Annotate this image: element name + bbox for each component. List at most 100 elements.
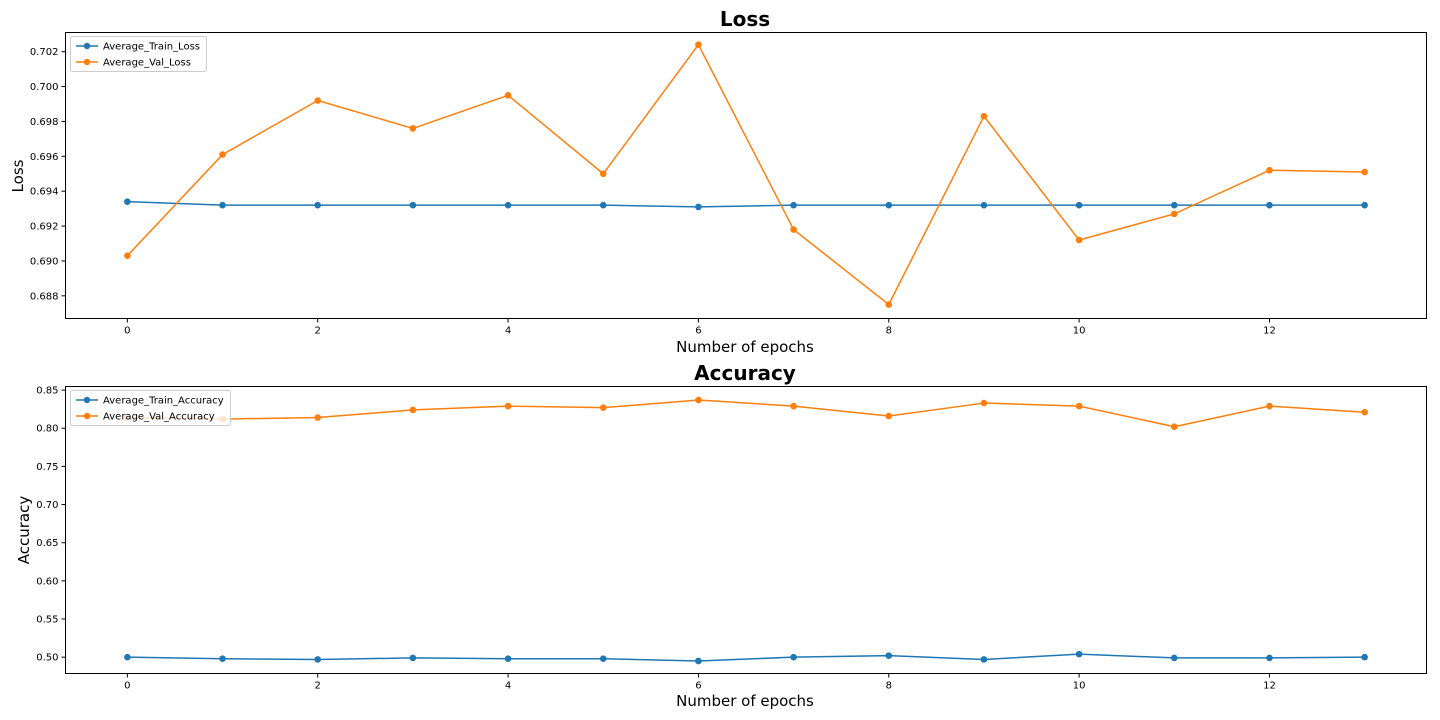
data-point	[1170, 210, 1178, 218]
series-markers	[124, 41, 1368, 308]
data-point	[695, 396, 702, 404]
loss-chart: Loss Number of epochs Loss 0 2 4 6 8 10 12 0.68…	[9, 7, 1427, 356]
y-tick-label: 0.85	[36, 386, 58, 397]
chart-title: Loss	[720, 7, 770, 31]
data-point	[409, 125, 417, 132]
series-lines	[127, 399, 1365, 662]
data-point	[504, 402, 512, 410]
y-tick-label: 0.80	[36, 424, 58, 435]
data-point	[1075, 201, 1083, 209]
series-lines	[126, 43, 1365, 306]
x-axis-label: Number of epochs	[676, 338, 814, 356]
plot-frame	[65, 32, 1427, 319]
y-tick-label: 0.702	[30, 47, 59, 58]
y-tick-label: 0.696	[30, 152, 59, 163]
data-point	[599, 201, 607, 209]
data-point	[790, 201, 797, 209]
y-tick-label: 0.75	[36, 462, 58, 473]
data-point	[124, 198, 131, 205]
legend-entry: Average_Val_Accuracy	[76, 412, 215, 423]
data-point	[1170, 201, 1178, 209]
data-point	[980, 112, 988, 120]
data-point	[885, 301, 893, 308]
data-point	[219, 151, 226, 158]
data-point	[314, 656, 322, 663]
x-tick-label: 8	[886, 681, 892, 692]
data-point	[219, 201, 226, 209]
data-point	[314, 201, 322, 209]
legend-marker	[83, 58, 91, 66]
legend-marker	[83, 396, 91, 404]
data-point	[790, 402, 797, 410]
legend-label: Average_Val_Loss	[103, 58, 191, 69]
x-tick-label: 8	[886, 326, 892, 337]
x-tick-label: 2	[315, 326, 321, 337]
data-point	[124, 653, 131, 661]
legend-label: Average_Train_Accuracy	[103, 396, 224, 407]
series-line	[127, 399, 1365, 428]
legend-label: Average_Val_Accuracy	[103, 412, 215, 423]
data-point	[980, 201, 988, 209]
x-tick-label: 0	[124, 681, 130, 692]
data-point	[599, 404, 607, 411]
legend-marker	[83, 42, 91, 50]
y-tick-label: 0.690	[30, 256, 59, 267]
data-point	[599, 170, 607, 178]
data-point	[885, 412, 893, 420]
legend-entry: Average_Val_Loss	[76, 58, 191, 69]
data-point	[1266, 201, 1273, 209]
y-axis-label: Loss	[9, 159, 27, 192]
data-point	[1266, 166, 1273, 174]
legend-label: Average_Train_Loss	[103, 42, 200, 53]
legend-box	[70, 390, 231, 426]
series-markers	[124, 396, 1368, 665]
data-point	[1075, 650, 1083, 658]
data-point	[790, 653, 797, 661]
data-point	[695, 203, 702, 211]
data-point	[885, 201, 893, 209]
x-axis-label: Number of epochs	[676, 692, 814, 710]
x-tick-label: 6	[695, 326, 701, 337]
data-point	[1075, 402, 1083, 410]
data-point	[219, 655, 226, 662]
data-point	[1170, 423, 1178, 431]
y-axis-label: Accuracy	[15, 496, 33, 565]
data-point	[885, 652, 893, 659]
data-point	[409, 201, 417, 209]
series-line	[127, 653, 1365, 662]
data-point	[980, 399, 988, 407]
data-point	[1361, 653, 1368, 661]
data-point	[1361, 201, 1368, 209]
data-point	[1266, 402, 1273, 410]
x-tick-label: 0	[124, 326, 130, 337]
series-line	[126, 43, 1365, 306]
plot-frame	[65, 386, 1427, 674]
legend-entry: Average_Train_Loss	[76, 42, 200, 53]
data-point	[1361, 408, 1368, 416]
y-tick-label: 0.700	[30, 82, 59, 93]
accuracy-chart: Accuracy Number of epochs Accuracy 0 2 4 6 8…	[15, 361, 1427, 710]
legend-entry: Average_Train_Accuracy	[76, 396, 224, 407]
axis-ticks: 0 2 4 6 8 10 12 0.50 0.55 0.60 0.65 0.70 0.75 0.80 0.8…	[36, 386, 1276, 692]
series-line	[127, 200, 1365, 208]
y-tick-label: 0.694	[30, 187, 59, 198]
data-point	[504, 91, 512, 99]
axis-ticks: 0 2 4 6 8 10 12 0.688 0.690 0.692 0.694 0.696 0.698 0…	[30, 47, 1276, 336]
data-point	[695, 657, 702, 665]
y-tick-label: 0.50	[36, 653, 58, 664]
data-point	[695, 41, 702, 49]
data-point	[980, 656, 988, 663]
data-point	[124, 252, 131, 260]
x-tick-label: 2	[315, 681, 321, 692]
chart-title: Accuracy	[694, 361, 796, 385]
legend-box	[70, 36, 207, 72]
x-tick-label: 10	[1073, 681, 1086, 692]
data-point	[409, 654, 417, 662]
data-point	[1266, 654, 1273, 662]
data-point	[314, 97, 322, 104]
y-tick-label: 0.55	[36, 615, 58, 626]
data-point	[1361, 168, 1368, 176]
x-tick-label: 12	[1263, 681, 1276, 692]
y-tick-label: 0.692	[30, 222, 59, 233]
